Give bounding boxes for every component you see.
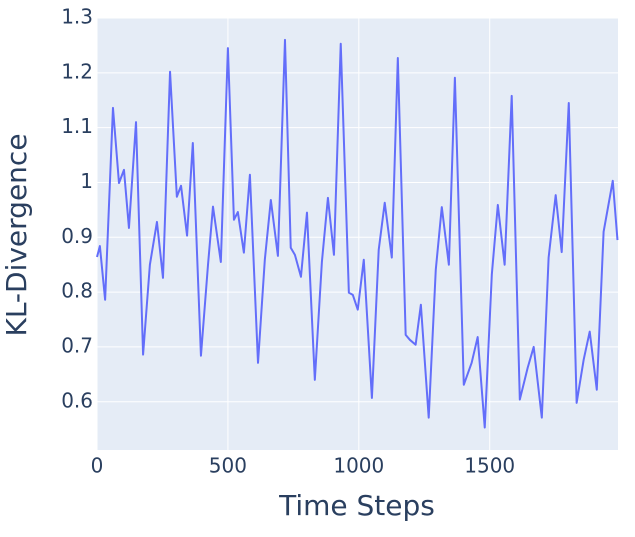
y-axis-title: KL-Divergence xyxy=(0,133,33,336)
x-tick-label: 1000 xyxy=(333,454,384,478)
x-tick-label: 0 xyxy=(91,454,104,478)
y-tick-label: 0.6 xyxy=(61,388,93,412)
plot-area xyxy=(97,18,618,450)
y-tick-label: 1.1 xyxy=(61,114,93,138)
y-tick-label: 1.2 xyxy=(61,59,93,83)
y-tick-label: 0.7 xyxy=(61,333,93,357)
data-line xyxy=(96,38,619,429)
y-tick-label: 0.9 xyxy=(61,224,93,248)
x-tick-label: 500 xyxy=(209,454,247,478)
y-tick-label: 1 xyxy=(80,169,93,193)
y-tick-label: 1.3 xyxy=(61,5,93,29)
x-axis-title: Time Steps xyxy=(278,489,435,522)
x-tick-label: 1500 xyxy=(464,454,515,478)
y-tick-label: 0.8 xyxy=(61,279,93,303)
